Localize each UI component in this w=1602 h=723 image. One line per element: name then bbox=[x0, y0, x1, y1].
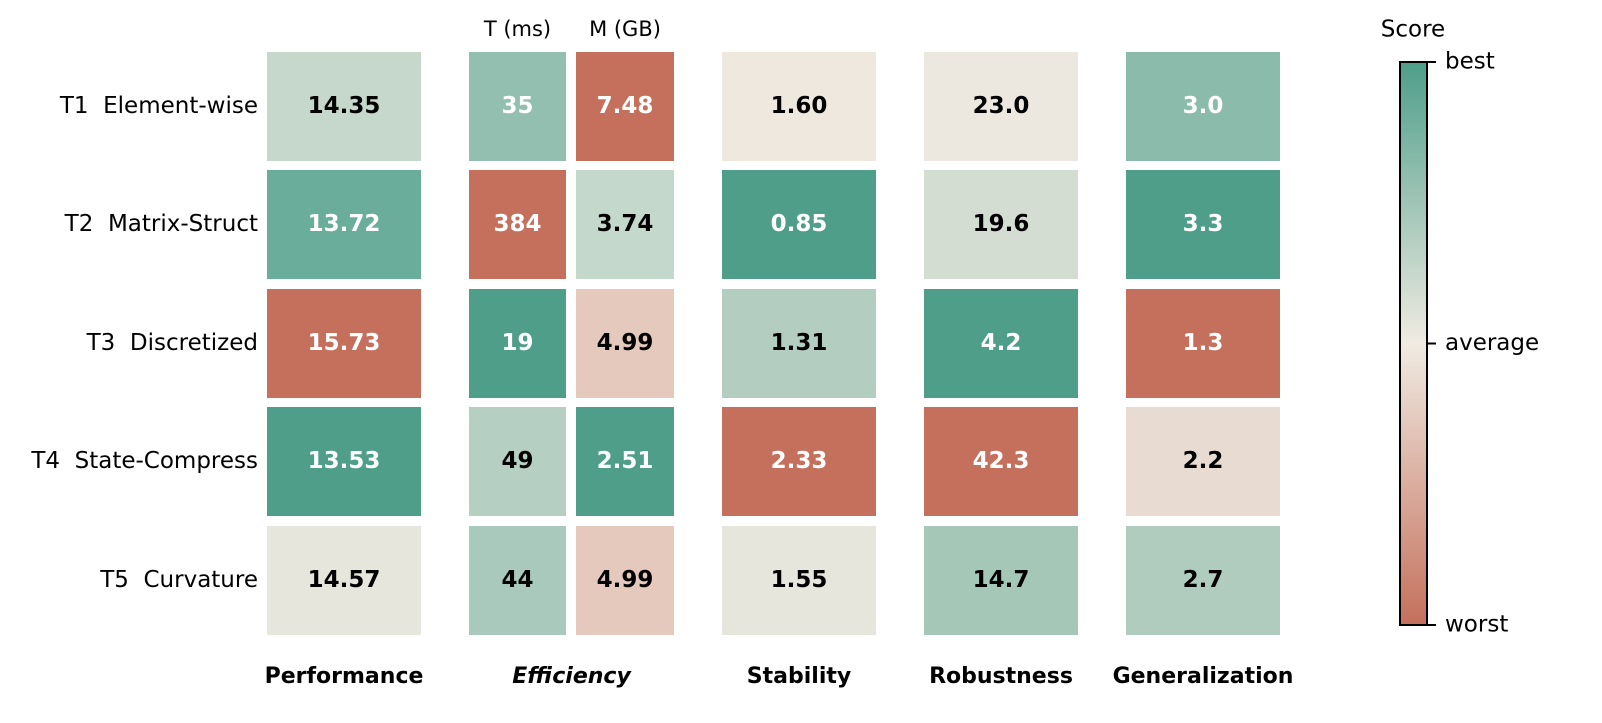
cell bbox=[722, 407, 876, 516]
group-label: Generalization bbox=[1113, 664, 1294, 689]
group-label: Stability bbox=[747, 664, 851, 689]
cell-value: 4.99 bbox=[597, 330, 654, 356]
cell-value: 4.2 bbox=[981, 330, 1022, 356]
cell bbox=[1126, 526, 1280, 635]
cell-value: 13.72 bbox=[308, 211, 381, 237]
row-label: T4 State-Compress bbox=[30, 448, 258, 474]
subcolumn-label: M (GB) bbox=[589, 17, 661, 41]
cell-value: 1.31 bbox=[771, 330, 828, 356]
cell bbox=[1126, 289, 1280, 398]
cell bbox=[267, 52, 421, 161]
cell bbox=[469, 52, 566, 161]
colorbar-title: Score bbox=[1381, 17, 1445, 43]
colorbar-label: best bbox=[1445, 49, 1495, 75]
cell-value: 3.0 bbox=[1183, 93, 1224, 119]
cell-value: 19.6 bbox=[973, 211, 1030, 237]
row-label: T5 Curvature bbox=[99, 567, 258, 593]
colorbar-label: average bbox=[1445, 330, 1539, 356]
cell bbox=[469, 526, 566, 635]
cell bbox=[576, 170, 674, 279]
cell bbox=[576, 407, 674, 516]
cell bbox=[924, 170, 1078, 279]
cell-value: 13.53 bbox=[308, 448, 381, 474]
cell-value: 15.73 bbox=[308, 330, 381, 356]
group-label: Robustness bbox=[929, 664, 1073, 689]
cell bbox=[1126, 52, 1280, 161]
cell-value: 14.35 bbox=[308, 93, 381, 119]
colorbar-label: worst bbox=[1445, 612, 1508, 638]
cell-value: 4.99 bbox=[597, 567, 654, 593]
cell bbox=[1126, 407, 1280, 516]
cell-value: 44 bbox=[501, 567, 533, 593]
cell bbox=[267, 170, 421, 279]
row-label: T2 Matrix-Struct bbox=[64, 211, 258, 237]
cell-value: 49 bbox=[501, 448, 533, 474]
cell bbox=[469, 289, 566, 398]
group-label: Efficiency bbox=[512, 664, 632, 689]
cell bbox=[267, 289, 421, 398]
cell bbox=[267, 526, 421, 635]
cell-value: 7.48 bbox=[597, 93, 654, 119]
cell bbox=[722, 526, 876, 635]
cell bbox=[924, 526, 1078, 635]
cell-value: 14.57 bbox=[308, 567, 381, 593]
cell bbox=[924, 407, 1078, 516]
cell-value: 23.0 bbox=[973, 93, 1030, 119]
row-label: T1 Element-wise bbox=[59, 93, 258, 119]
cell-value: 3.74 bbox=[597, 211, 654, 237]
cell bbox=[722, 52, 876, 161]
cell-value: 0.85 bbox=[771, 211, 828, 237]
cell bbox=[469, 407, 566, 516]
cell-value: 19 bbox=[501, 330, 533, 356]
subcolumn-label: T (ms) bbox=[483, 17, 551, 41]
cell-value: 2.51 bbox=[597, 448, 654, 474]
cell bbox=[722, 289, 876, 398]
cell bbox=[924, 52, 1078, 161]
cell-value: 1.60 bbox=[771, 93, 828, 119]
cell-value: 3.3 bbox=[1183, 211, 1224, 237]
cell-value: 2.2 bbox=[1183, 448, 1224, 474]
group-label: Performance bbox=[265, 664, 424, 689]
cell bbox=[576, 526, 674, 635]
cell-value: 2.33 bbox=[771, 448, 828, 474]
cell bbox=[1126, 170, 1280, 279]
cell bbox=[576, 289, 674, 398]
cell-value: 1.55 bbox=[771, 567, 828, 593]
cell bbox=[576, 52, 674, 161]
cell-value: 1.3 bbox=[1183, 330, 1224, 356]
cell bbox=[267, 407, 421, 516]
cell-value: 35 bbox=[501, 93, 533, 119]
cell bbox=[924, 289, 1078, 398]
cell-value: 14.7 bbox=[973, 567, 1030, 593]
cell-value: 42.3 bbox=[973, 448, 1030, 474]
cell bbox=[722, 170, 876, 279]
row-label: T3 Discretized bbox=[86, 330, 258, 356]
cell bbox=[469, 170, 566, 279]
colorbar bbox=[1399, 61, 1428, 626]
cell-value: 2.7 bbox=[1183, 567, 1224, 593]
cell-value: 384 bbox=[493, 211, 541, 237]
